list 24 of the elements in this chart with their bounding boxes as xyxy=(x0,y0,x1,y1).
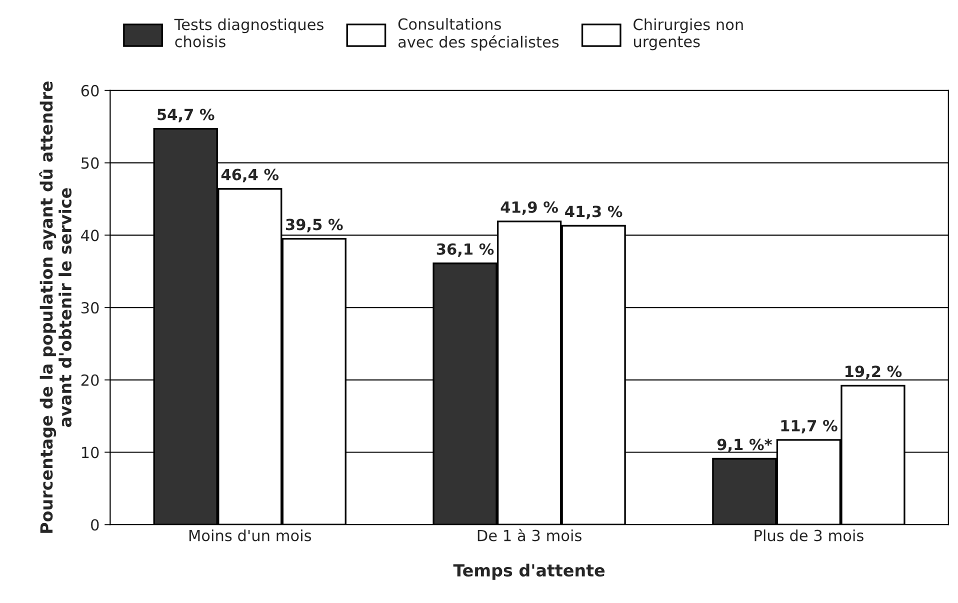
x-tick-label: Plus de 3 mois xyxy=(754,529,864,542)
data-label: 39,5 % xyxy=(286,218,343,232)
data-label: 46,4 % xyxy=(221,168,279,182)
y-tick-label: 30 xyxy=(81,302,99,314)
y-tick-label: 40 xyxy=(81,230,99,242)
legend-label: Chirurgies non urgentes xyxy=(634,18,743,50)
y-axis-title: Pourcentage de la population ayant dû attendre avant d'obtenir le service xyxy=(39,82,72,533)
y-tick-label: 20 xyxy=(81,374,99,386)
y-tick-label: 50 xyxy=(81,157,99,169)
data-label: 54,7 % xyxy=(158,108,214,122)
data-label: 41,3 % xyxy=(565,206,622,220)
x-tick-label: De 1 à 3 mois xyxy=(478,528,582,542)
data-label: 11,7 % xyxy=(781,420,838,434)
data-label: 36,1 % xyxy=(436,243,494,257)
x-axis-title: Temps d'attente xyxy=(453,564,605,580)
x-tick-label: Moins d'un mois xyxy=(189,529,312,542)
data-label: 41,9 % xyxy=(500,201,558,215)
y-tick-label: 0 xyxy=(91,519,99,531)
legend-label: Consultations avec des spécialistes xyxy=(398,18,559,51)
data-label: 9,1 %* xyxy=(717,438,772,452)
y-tick-label: 10 xyxy=(82,446,99,458)
y-tick-label: 60 xyxy=(81,84,99,96)
data-label: 19,2 % xyxy=(846,366,902,380)
legend-label: Tests diagnostiques choisis xyxy=(174,18,324,48)
